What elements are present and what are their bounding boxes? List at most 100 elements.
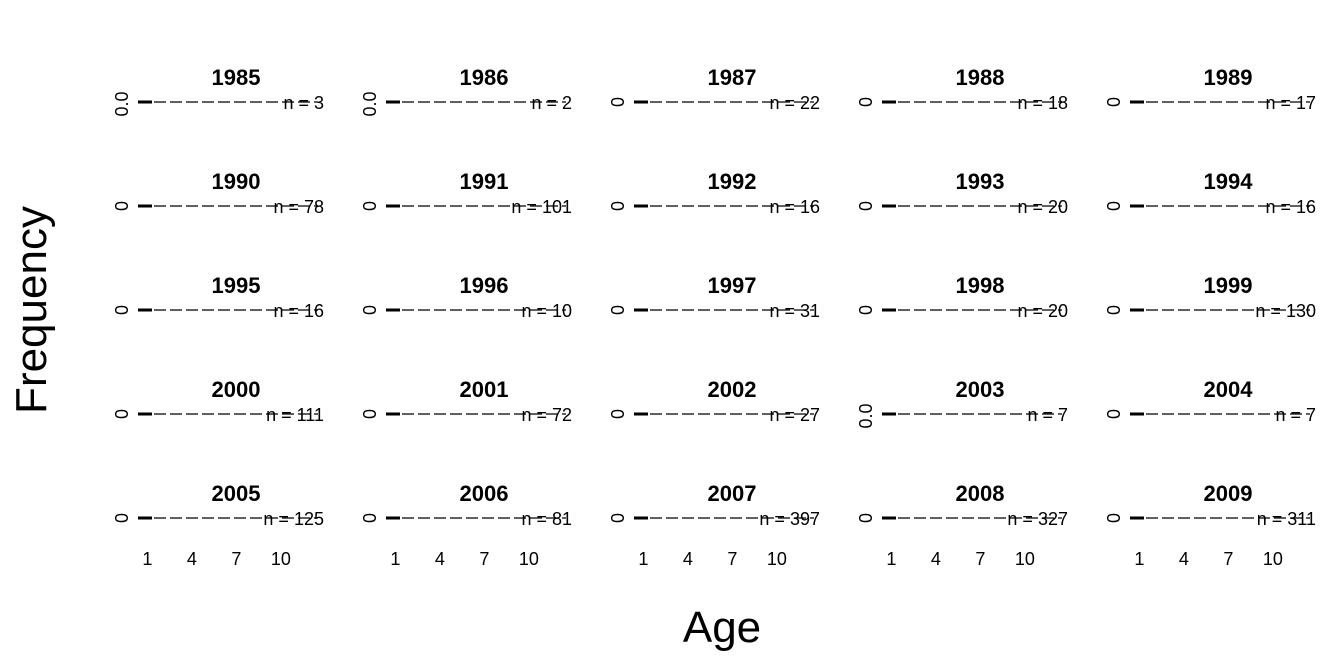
panel-1990: 1990 0 n = 78 bbox=[112, 169, 324, 217]
panel-title: 1992 bbox=[708, 169, 757, 194]
panel-2006: 2006 0 n = 81 bbox=[360, 481, 572, 529]
y-axis-title: Frequency bbox=[7, 206, 56, 414]
sample-size-label: n = 18 bbox=[1017, 93, 1068, 113]
panel-title: 2003 bbox=[956, 377, 1005, 402]
x-tick-label: 7 bbox=[727, 549, 737, 569]
panel-1986: 1986 0.0 n = 2 bbox=[360, 65, 572, 117]
sample-size-value: 397 bbox=[790, 509, 820, 529]
sample-size-label: n = 327 bbox=[1007, 509, 1068, 529]
x-tick-label: 4 bbox=[435, 549, 445, 569]
x-tick-label: 1 bbox=[142, 549, 152, 569]
sample-size-prefix: n = bbox=[283, 93, 314, 113]
sample-size-value: 16 bbox=[800, 197, 820, 217]
panel-1988: 1988 0 n = 18 bbox=[856, 65, 1068, 113]
sample-size-value: 31 bbox=[800, 301, 820, 321]
panel-title: 1989 bbox=[1204, 65, 1253, 90]
panel-1994: 1994 0 n = 16 bbox=[1104, 169, 1316, 217]
sample-size-prefix: n = bbox=[1017, 93, 1048, 113]
sample-size-value: 111 bbox=[297, 405, 324, 425]
sample-size-prefix: n = bbox=[531, 93, 562, 113]
y-tick-label: 0 bbox=[856, 97, 876, 107]
panel-2000: 2000 0 n = 111 bbox=[112, 377, 324, 425]
panel-title: 2005 bbox=[212, 481, 261, 506]
sample-size-label: n = 10 bbox=[521, 301, 572, 321]
sample-size-value: 18 bbox=[1048, 93, 1068, 113]
sample-size-prefix: n = bbox=[1265, 93, 1296, 113]
panel-1998: 1998 0 n = 20 bbox=[856, 273, 1068, 321]
sample-size-prefix: n = bbox=[769, 301, 800, 321]
panel-1989: 1989 0 n = 17 bbox=[1104, 65, 1316, 113]
panel-2001: 2001 0 n = 72 bbox=[360, 377, 572, 425]
x-tick-label: 4 bbox=[931, 549, 941, 569]
sample-size-label: n = 130 bbox=[1255, 301, 1316, 321]
sample-size-label: n = 311 bbox=[1257, 509, 1316, 529]
y-tick-label: 0 bbox=[856, 201, 876, 211]
sample-size-prefix: n = bbox=[521, 301, 552, 321]
y-tick-label: 0 bbox=[1104, 513, 1124, 523]
panel-1997: 1997 0 n = 31 bbox=[608, 273, 820, 321]
sample-size-prefix: n = bbox=[1017, 197, 1048, 217]
x-tick-label: 10 bbox=[271, 549, 291, 569]
sample-size-label: n = 16 bbox=[1265, 197, 1316, 217]
x-tick-label: 10 bbox=[519, 549, 539, 569]
panel-2007: 2007 0 n = 397 bbox=[608, 481, 820, 529]
sample-size-label: n = 7 bbox=[1275, 405, 1316, 425]
y-tick-label: 0 bbox=[112, 513, 132, 523]
panel-2005: 2005 0 n = 125 bbox=[112, 481, 324, 529]
sample-size-prefix: n = bbox=[1017, 301, 1048, 321]
sample-size-value: 130 bbox=[1286, 301, 1316, 321]
sample-size-label: n = 397 bbox=[759, 509, 820, 529]
sample-size-label: n = 22 bbox=[769, 93, 820, 113]
sample-size-value: 125 bbox=[294, 509, 324, 529]
panel-title: 1987 bbox=[708, 65, 757, 90]
x-tick-label: 7 bbox=[231, 549, 241, 569]
panel-title: 1995 bbox=[212, 273, 261, 298]
panel-title: 2009 bbox=[1204, 481, 1253, 506]
y-tick-label: 0 bbox=[608, 305, 628, 315]
panel-title: 2002 bbox=[708, 377, 757, 402]
panel-title: 2000 bbox=[212, 377, 261, 402]
y-tick-label: 0 bbox=[360, 409, 380, 419]
sample-size-prefix: n = bbox=[273, 301, 304, 321]
sample-size-label: n = 31 bbox=[769, 301, 820, 321]
sample-size-label: n = 20 bbox=[1017, 301, 1068, 321]
panel-title: 2006 bbox=[460, 481, 509, 506]
sample-size-label: n = 81 bbox=[521, 509, 572, 529]
sample-size-prefix: n = bbox=[1275, 405, 1306, 425]
panel-2004: 2004 0 n = 7 bbox=[1104, 377, 1316, 425]
sample-size-value: 20 bbox=[1048, 301, 1068, 321]
sample-size-label: n = 125 bbox=[263, 509, 324, 529]
y-tick-label: 0 bbox=[608, 409, 628, 419]
sample-size-value: 16 bbox=[1296, 197, 1316, 217]
sample-size-label: n = 72 bbox=[521, 405, 572, 425]
sample-size-value: 327 bbox=[1038, 509, 1068, 529]
sample-size-prefix: n = bbox=[1257, 509, 1288, 529]
sample-size-prefix: n = bbox=[769, 405, 800, 425]
y-tick-label: 0 bbox=[1104, 97, 1124, 107]
x-tick-label: 10 bbox=[767, 549, 787, 569]
sample-size-label: n = 101 bbox=[511, 197, 572, 217]
sample-size-label: n = 78 bbox=[273, 197, 324, 217]
sample-size-prefix: n = bbox=[769, 197, 800, 217]
sample-size-value: 72 bbox=[552, 405, 572, 425]
panel-2002: 2002 0 n = 27 bbox=[608, 377, 820, 425]
x-tick-label: 4 bbox=[1179, 549, 1189, 569]
y-tick-label: 0 bbox=[608, 97, 628, 107]
panel-title: 1990 bbox=[212, 169, 261, 194]
x-tick-label: 10 bbox=[1015, 549, 1035, 569]
sample-size-label: n = 20 bbox=[1017, 197, 1068, 217]
panel-title: 1994 bbox=[1204, 169, 1254, 194]
panel-title: 1993 bbox=[956, 169, 1005, 194]
sample-size-label: n = 2 bbox=[531, 93, 572, 113]
y-tick-label: 0 bbox=[112, 305, 132, 315]
x-tick-label: 1 bbox=[886, 549, 896, 569]
sample-size-label: n = 27 bbox=[769, 405, 820, 425]
sample-size-label: n = 7 bbox=[1027, 405, 1068, 425]
sample-size-value: 101 bbox=[542, 197, 572, 217]
sample-size-prefix: n = bbox=[273, 197, 304, 217]
sample-size-prefix: n = bbox=[1007, 509, 1038, 529]
sample-size-prefix: n = bbox=[1265, 197, 1296, 217]
sample-size-prefix: n = bbox=[263, 509, 294, 529]
panel-title: 2007 bbox=[708, 481, 757, 506]
y-tick-label: 0 bbox=[1104, 409, 1124, 419]
